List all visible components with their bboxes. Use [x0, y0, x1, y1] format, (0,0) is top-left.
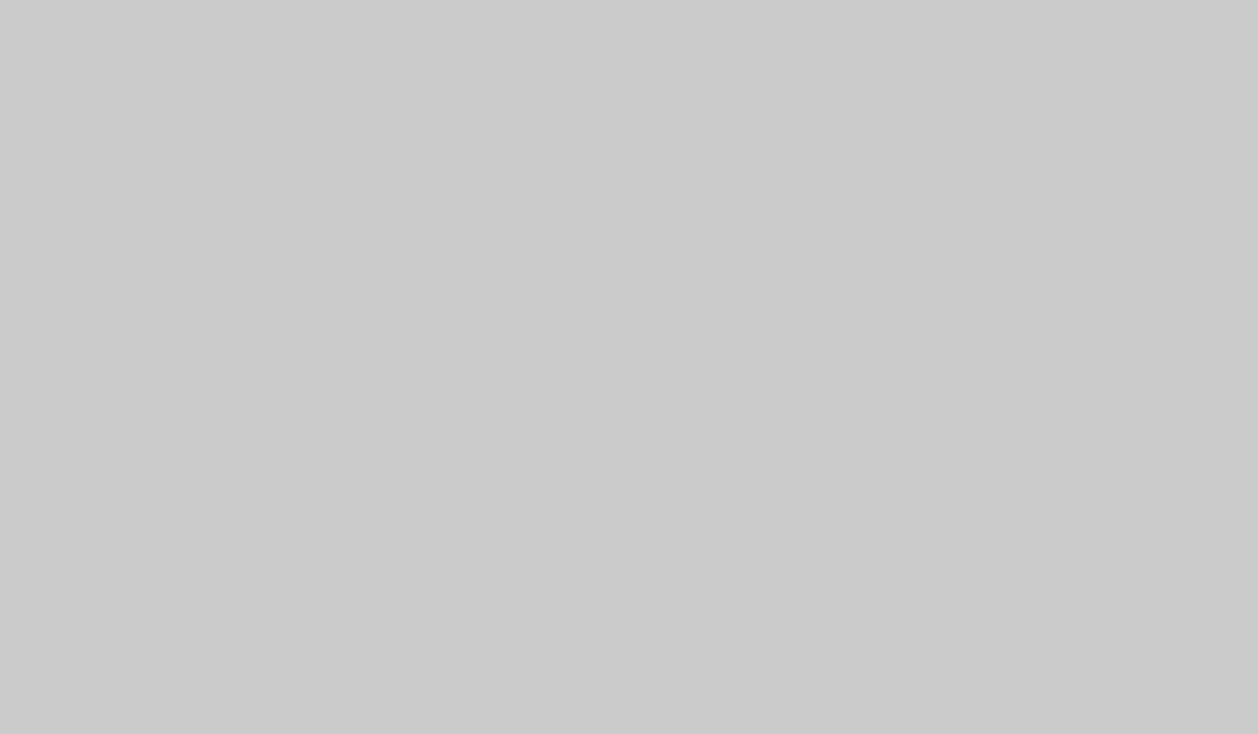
- page: {"panels": [ {"title": "read1", "plot": …: [0, 0, 1258, 734]
- report: [0, 0, 1258, 734]
